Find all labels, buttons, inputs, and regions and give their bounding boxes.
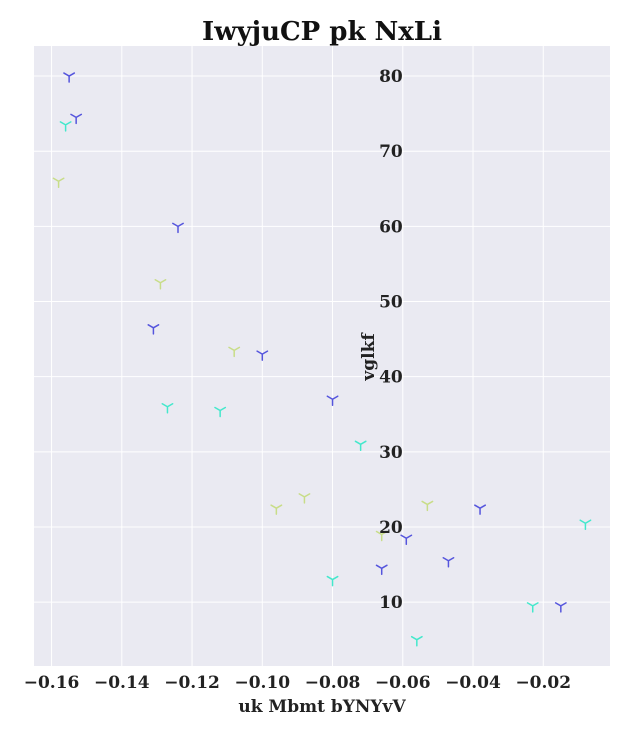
y-tick-label: 70 [379, 142, 403, 162]
data-point-marker [354, 440, 367, 452]
data-point-marker [474, 504, 486, 515]
y-tick-label: 30 [379, 443, 403, 463]
y-tick-label: 20 [379, 518, 403, 538]
data-point-marker [298, 493, 311, 504]
data-point-marker [228, 346, 241, 358]
data-point-marker [161, 402, 174, 414]
x-tick-label: −0.08 [305, 673, 361, 693]
data-point-marker [410, 635, 423, 647]
x-tick-label: −0.02 [515, 673, 571, 693]
x-tick-label: −0.16 [24, 673, 80, 693]
data-point-marker [579, 519, 592, 530]
data-point-marker [400, 534, 413, 545]
x-axis-label: uk Mbmt bYNYvV [238, 697, 406, 717]
y-tick-label: 80 [379, 67, 403, 87]
y-axis-label: vglkf [359, 332, 379, 382]
data-point-marker [172, 222, 184, 234]
y-tick-label: 50 [379, 293, 403, 313]
y-tick-label: 10 [379, 593, 403, 613]
data-point-marker [154, 278, 167, 290]
x-tick-labels: −0.16 −0.14 −0.12 −0.10 −0.08 −0.06 −0.04 −0.02 [24, 673, 571, 693]
x-tick-label: −0.04 [445, 673, 501, 693]
data-point-marker [526, 602, 539, 613]
chart-title: IwyjuCP pk NxLi [202, 17, 442, 47]
data-point-marker [326, 575, 339, 587]
y-tick-label: 40 [379, 368, 403, 388]
data-point-marker [70, 113, 83, 125]
data-point-marker [63, 72, 76, 83]
data-point-marker [256, 350, 269, 361]
x-tick-label: −0.12 [164, 673, 220, 693]
plot-area [34, 46, 610, 666]
data-point-marker [375, 564, 388, 576]
data-point-marker [375, 530, 388, 542]
data-point-marker [59, 121, 72, 132]
data-points [52, 72, 592, 647]
y-tick-labels: 10 20 30 40 50 60 70 80 [379, 67, 403, 613]
x-tick-label: −0.06 [375, 673, 431, 693]
data-point-marker [52, 177, 65, 189]
data-point-marker [326, 395, 339, 406]
data-point-marker [421, 500, 434, 512]
data-point-marker [442, 557, 455, 568]
x-tick-label: −0.10 [234, 673, 290, 693]
data-point-marker [270, 504, 283, 515]
x-tick-label: −0.14 [94, 673, 150, 693]
grid-lines [34, 46, 610, 666]
y-tick-label: 60 [379, 217, 403, 237]
data-point-marker [554, 602, 567, 613]
data-point-marker [147, 324, 160, 335]
data-point-marker [214, 406, 227, 418]
